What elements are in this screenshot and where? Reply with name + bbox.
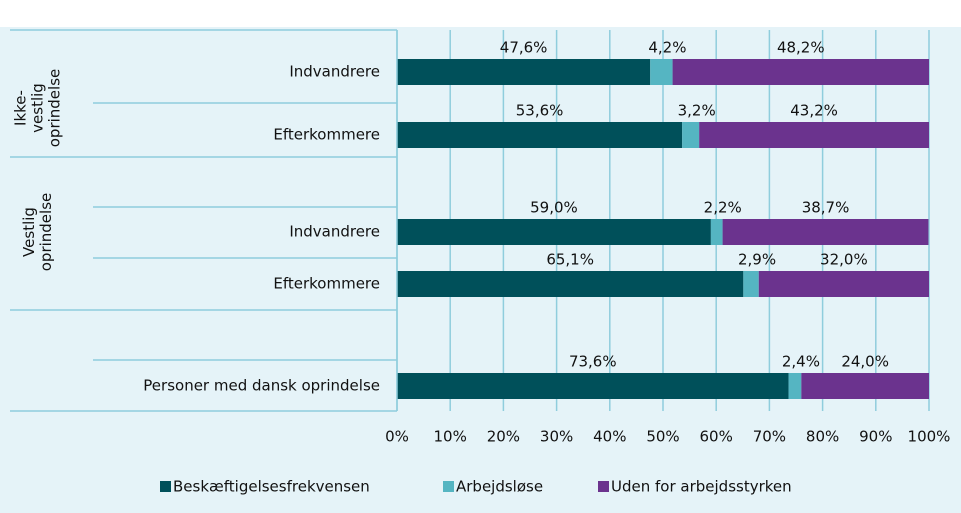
bar-segment	[699, 122, 929, 148]
data-label: 65,1%	[546, 251, 594, 269]
data-label: 4,2%	[648, 39, 686, 57]
data-label: 24,0%	[841, 353, 889, 371]
bar-segment	[722, 219, 929, 245]
data-label: 73,6%	[569, 353, 617, 371]
data-label: 53,6%	[516, 102, 564, 120]
data-label: 38,7%	[802, 199, 850, 217]
legend-swatch	[160, 481, 171, 492]
x-tick-label: 40%	[593, 428, 626, 446]
data-label: 2,9%	[738, 251, 776, 269]
legend-label: Uden for arbejdsstyrken	[611, 478, 792, 496]
y-tick-label: Indvandrere	[289, 63, 380, 81]
y-tick-label: Indvandrere	[289, 223, 380, 241]
data-label: 43,2%	[790, 102, 838, 120]
bar-segment	[710, 219, 723, 245]
bar-segment	[682, 122, 700, 148]
data-label: 48,2%	[777, 39, 825, 57]
x-tick-label: 0%	[385, 428, 409, 446]
legend-label: Beskæftigelsesfrekvensen	[173, 478, 370, 496]
data-label: 2,2%	[704, 199, 742, 217]
y-tick-label: Personer med dansk oprindelse	[143, 377, 380, 395]
y-tick-label: Efterkommere	[273, 275, 380, 293]
group-label: oprindelse	[46, 69, 64, 148]
frame-lines	[10, 29, 397, 412]
legend-swatch	[443, 481, 454, 492]
x-tick-label: 90%	[859, 428, 892, 446]
x-tick-label: 30%	[540, 428, 573, 446]
x-tick-label: 20%	[487, 428, 520, 446]
bar-segment	[397, 271, 744, 297]
bar-segment	[397, 373, 789, 399]
data-label: 59,0%	[530, 199, 578, 217]
group-label: Ikke-	[12, 90, 30, 126]
data-label: 2,4%	[782, 353, 820, 371]
x-tick-label: 60%	[700, 428, 733, 446]
group-label: oprindelse	[37, 193, 55, 272]
bar-segment	[801, 373, 929, 399]
group-label: Vestlig	[20, 207, 38, 257]
data-label: 47,6%	[500, 39, 548, 57]
legend-swatch	[598, 481, 609, 492]
x-tick-label: 10%	[434, 428, 467, 446]
bar-segment	[397, 219, 711, 245]
bar-segment	[672, 59, 929, 85]
bar-segment	[788, 373, 802, 399]
data-label: 32,0%	[820, 251, 868, 269]
bar-segment	[650, 59, 673, 85]
bar-segment	[397, 122, 683, 148]
x-tick-label: 70%	[753, 428, 786, 446]
chart-background	[0, 27, 961, 513]
bar-segment	[743, 271, 759, 297]
x-tick-label: 80%	[806, 428, 839, 446]
group-label: vestlig	[29, 83, 47, 133]
x-tick-label: 50%	[646, 428, 679, 446]
legend-label: Arbejdsløse	[456, 478, 543, 496]
bar-segment	[758, 271, 929, 297]
bar-segment	[397, 59, 651, 85]
x-tick-label: 100%	[908, 428, 951, 446]
data-label: 3,2%	[678, 102, 716, 120]
y-tick-label: Efterkommere	[273, 126, 380, 144]
